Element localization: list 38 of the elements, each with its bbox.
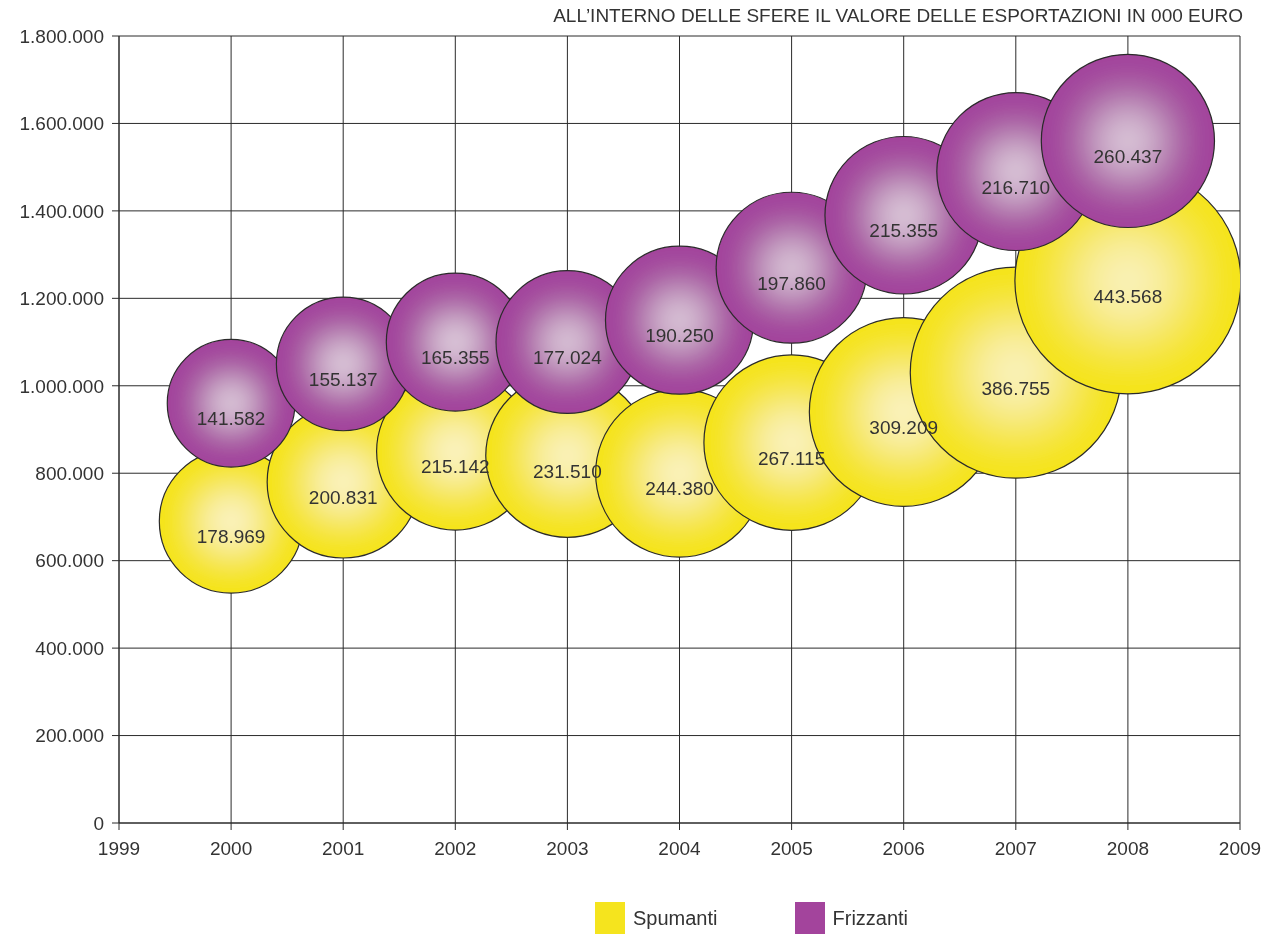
y-tick-label: 400.000 [35, 637, 104, 659]
y-tick-label: 1.600.000 [19, 113, 104, 135]
y-tick-label: 200.000 [35, 725, 104, 747]
y-tick-label: 1.000.000 [19, 375, 104, 397]
y-tick-label: 600.000 [35, 550, 104, 572]
x-tick-label: 2000 [209, 838, 253, 860]
y-tick-label: 1.800.000 [19, 25, 104, 47]
data-label: 165.355 [420, 346, 490, 368]
x-tick-label: 2004 [658, 838, 702, 860]
x-tick-label: 2001 [322, 838, 365, 860]
data-label: 260.437 [1093, 145, 1163, 167]
data-label: 155.137 [308, 368, 378, 390]
data-label: 200.831 [308, 486, 378, 508]
chart-title: ALL’INTERNO DELLE SFERE IL VALORE DELLE ESPORTAZIONI IN 000 EURO [553, 4, 1243, 28]
y-tick-label: 1.200.000 [19, 288, 104, 310]
y-tick-label: 800.000 [35, 462, 104, 484]
y-tick-label: 1.400.000 [19, 200, 104, 222]
data-label: 197.860 [757, 272, 826, 294]
data-label: 190.250 [645, 324, 714, 346]
data-label: 386.755 [981, 377, 1051, 399]
x-tick-label: 2008 [1106, 838, 1150, 860]
x-tick-label: 1999 [97, 838, 141, 860]
x-tick-label: 2002 [434, 838, 477, 860]
data-label: 141.582 [196, 407, 266, 429]
data-label: 178.969 [196, 525, 266, 547]
legend-label: Frizzanti [832, 906, 909, 930]
data-label: 216.710 [981, 176, 1051, 198]
data-label: 443.568 [1093, 285, 1163, 307]
x-tick-label: 2005 [770, 838, 813, 860]
x-tick-label: 2009 [1218, 838, 1262, 860]
y-tick-label: 0 [93, 812, 104, 834]
data-label: 177.024 [533, 346, 603, 368]
data-label: 244.380 [645, 477, 714, 499]
data-label: 215.355 [869, 219, 939, 241]
legend-label: Spumanti [633, 906, 718, 930]
x-tick-label: 2003 [546, 838, 589, 860]
x-tick-label: 2007 [994, 838, 1037, 860]
x-tick-label: 2006 [882, 838, 925, 860]
